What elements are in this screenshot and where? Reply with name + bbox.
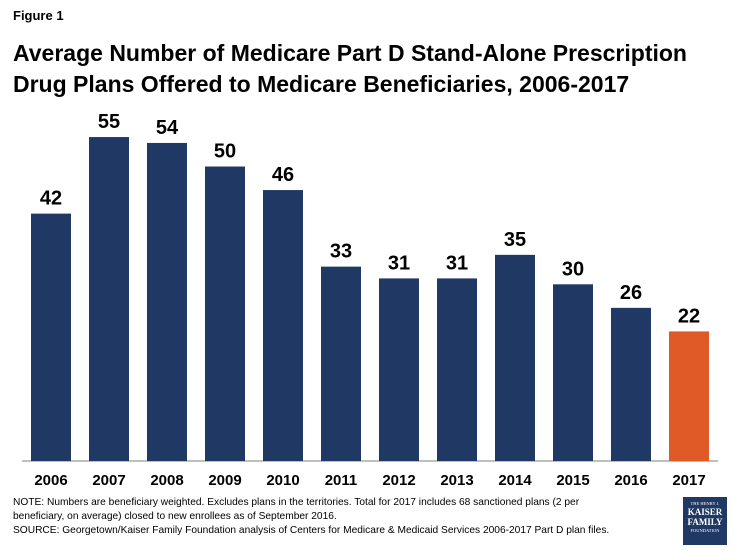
chart-notes: NOTE: Numbers are beneficiary weighted. …: [13, 496, 663, 538]
x-tick-label-2012: 2012: [382, 472, 415, 489]
data-label-2016: 26: [620, 282, 642, 304]
bar-2015: [553, 284, 593, 461]
x-tick-label-2008: 2008: [150, 472, 183, 489]
x-tick-label-2006: 2006: [34, 472, 67, 489]
bar-2007: [89, 137, 129, 462]
x-tick-label-2013: 2013: [440, 472, 473, 489]
bar-2017: [669, 331, 709, 461]
note-line-2: beneficiary, on average) closed to new e…: [13, 511, 337, 522]
bar-2011: [321, 266, 361, 461]
logo-line-3: FAMILY: [687, 517, 723, 527]
figure-label: Figure 1: [13, 8, 64, 23]
bar-2012: [379, 278, 419, 461]
data-label-2010: 46: [272, 164, 294, 186]
data-label-2007: 55: [98, 111, 120, 133]
chart-title-line-2: Drug Plans Offered to Medicare Beneficia…: [13, 71, 630, 97]
bar-2013: [437, 278, 477, 461]
kff-logo: THE HENRY J. KAISER FAMILY FOUNDATION: [683, 497, 727, 545]
x-tick-label-2017: 2017: [672, 472, 705, 489]
x-tick-label-2014: 2014: [498, 472, 532, 489]
chart-title-line-1: Average Number of Medicare Part D Stand-…: [13, 40, 687, 66]
bar-2006: [31, 213, 71, 461]
data-label-2011: 33: [330, 241, 352, 263]
bar-2016: [611, 307, 651, 461]
bar-2009: [205, 166, 245, 461]
logo-line-1: THE HENRY J.: [690, 501, 720, 506]
data-label-2017: 22: [678, 305, 700, 327]
bar-2008: [147, 142, 187, 461]
bar-2010: [263, 190, 303, 461]
x-tick-label-2007: 2007: [92, 472, 125, 489]
x-tick-label-2015: 2015: [556, 472, 589, 489]
data-label-2014: 35: [504, 229, 526, 251]
x-tick-label-2016: 2016: [614, 472, 647, 489]
chart-title: Average Number of Medicare Part D Stand-…: [13, 38, 713, 100]
data-label-2006: 42: [40, 188, 62, 210]
logo-line-4: FOUNDATION: [690, 528, 720, 533]
data-label-2012: 31: [388, 252, 410, 274]
data-label-2013: 31: [446, 252, 468, 274]
data-label-2008: 54: [156, 117, 179, 139]
data-label-2015: 30: [562, 258, 584, 280]
note-line-1: NOTE: Numbers are beneficiary weighted. …: [13, 497, 580, 508]
x-tick-label-2010: 2010: [266, 472, 299, 489]
source-line: SOURCE: Georgetown/Kaiser Family Foundat…: [13, 525, 610, 536]
x-tick-label-2009: 2009: [208, 472, 241, 489]
x-tick-label-2011: 2011: [325, 472, 358, 489]
logo-line-2: KAISER: [687, 507, 723, 517]
data-label-2009: 50: [214, 141, 236, 163]
bar-2014: [495, 254, 535, 461]
